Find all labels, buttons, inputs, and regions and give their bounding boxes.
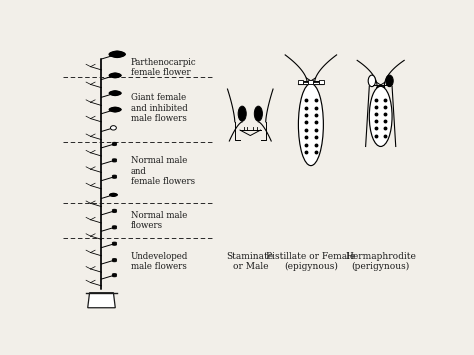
Polygon shape [109, 107, 121, 112]
Ellipse shape [368, 75, 375, 87]
Polygon shape [112, 242, 116, 245]
Ellipse shape [299, 84, 323, 165]
Circle shape [110, 126, 116, 130]
Bar [298, 80, 303, 84]
Text: Undeveloped
male flowers: Undeveloped male flowers [131, 252, 188, 271]
Ellipse shape [255, 106, 263, 121]
Polygon shape [109, 91, 121, 95]
Polygon shape [112, 226, 116, 229]
Polygon shape [109, 73, 121, 78]
Polygon shape [109, 51, 125, 58]
Ellipse shape [386, 75, 393, 87]
Polygon shape [88, 293, 115, 308]
Text: Normal male
flowers: Normal male flowers [131, 211, 187, 230]
Text: Staminate
or Male: Staminate or Male [227, 252, 274, 271]
Text: Pistillate or Female
(epigynous): Pistillate or Female (epigynous) [266, 252, 356, 271]
Polygon shape [112, 274, 116, 277]
Text: Normal male
and
female flowers: Normal male and female flowers [131, 156, 195, 186]
Polygon shape [112, 209, 116, 212]
Bar [313, 82, 319, 84]
Polygon shape [112, 159, 116, 162]
Text: Giant female
and inhibited
male flowers: Giant female and inhibited male flowers [131, 93, 188, 123]
Polygon shape [112, 142, 116, 145]
Text: Parthenocarpic
female flower: Parthenocarpic female flower [131, 58, 197, 77]
Bar [308, 80, 313, 84]
Polygon shape [109, 193, 117, 196]
Polygon shape [112, 175, 116, 178]
Text: Hermaphrodite
(perigynous): Hermaphrodite (perigynous) [345, 252, 416, 271]
Ellipse shape [369, 86, 392, 147]
Bar [319, 80, 324, 84]
Polygon shape [112, 259, 116, 262]
Ellipse shape [238, 106, 246, 121]
Bar [303, 82, 308, 84]
